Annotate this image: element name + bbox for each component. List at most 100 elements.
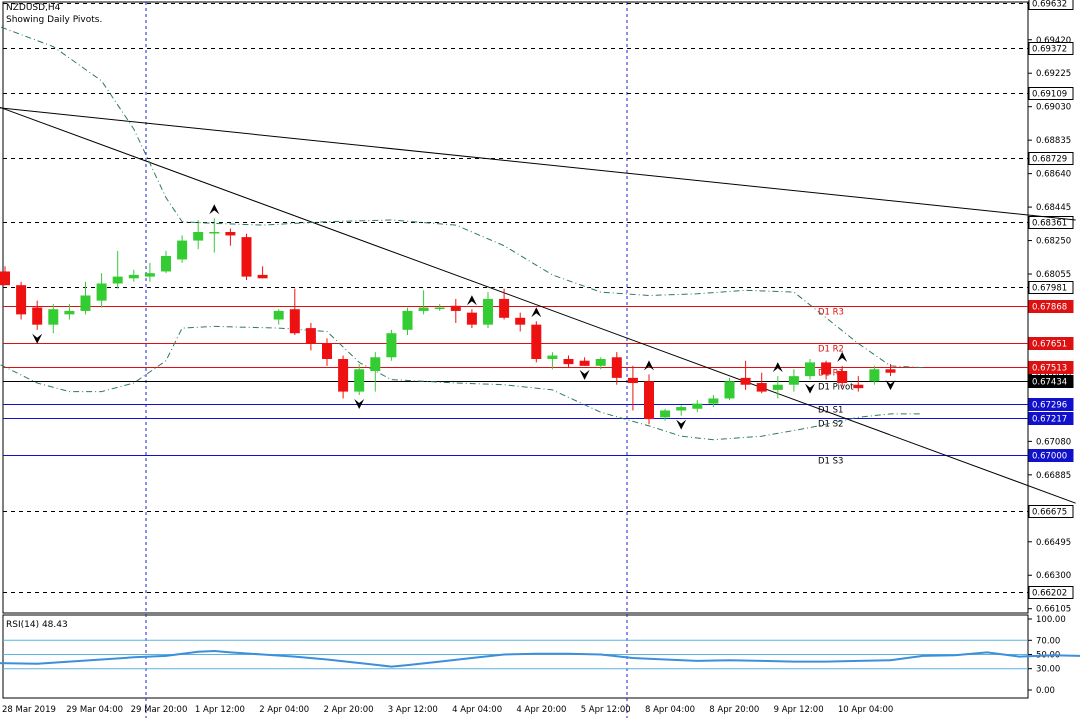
candle-body-51: [821, 362, 832, 375]
fractal-arrow-up-5: [837, 351, 848, 362]
price-box-0.67000: [1028, 449, 1074, 462]
time-axis-label-0: 28 Mar 2019: [2, 705, 56, 715]
price-tick-label-1: 0.69225: [1036, 69, 1071, 79]
candle-body-5: [80, 295, 91, 311]
candle-body-18: [289, 309, 300, 334]
candle-body-20: [322, 343, 332, 359]
price-box-text-0.67434: 0.67434: [1032, 378, 1067, 388]
fractal-arrow-down-6: [32, 333, 43, 344]
candle-body-15: [241, 237, 252, 277]
candle-body-21: [338, 358, 349, 392]
price-box-0.69109: [1028, 87, 1074, 100]
price-tick-label-4: 0.68640: [1036, 170, 1071, 180]
candle-body-47: [756, 383, 767, 392]
candle-body-24: [386, 333, 397, 358]
candle-body-27: [434, 307, 445, 309]
price-tick-label-3: 0.68835: [1036, 136, 1071, 146]
candle-body-25: [402, 310, 413, 330]
candle-body-37: [595, 358, 606, 366]
price-box-text-0.68729: 0.68729: [1032, 155, 1067, 165]
candle-body-32: [515, 317, 526, 325]
pivot-label-d1-r3: D1 R3: [818, 308, 844, 318]
price-tick-label-15: 0.66495: [1036, 538, 1071, 548]
price-box-0.67868: [1028, 300, 1074, 313]
candle-body-30: [483, 298, 493, 325]
price-box-0.67217: [1028, 412, 1074, 425]
candle-body-4: [64, 310, 75, 315]
candle-body-8: [128, 274, 139, 279]
candle-body-1: [16, 285, 27, 315]
price-box-0.69632: [1028, 0, 1074, 10]
fractal-arrow-up-4: [772, 362, 783, 373]
price-box-text-0.67000: 0.67000: [1032, 452, 1067, 462]
candle-body-48: [772, 384, 783, 390]
candle-body-28: [450, 305, 461, 311]
price-box-0.68729: [1028, 152, 1074, 165]
price-box-0.68361: [1028, 216, 1074, 229]
candle-body-10: [161, 256, 171, 272]
pivot-label-d1-pivot: D1 Pivot: [818, 383, 854, 393]
rsi-line: [0, 649, 1080, 668]
candle-body-49: [788, 376, 799, 385]
time-axis-label-9: 5 Apr 12:00: [581, 705, 631, 715]
fractal-arrow-down-9: [676, 419, 687, 430]
candle-body-52: [837, 371, 848, 384]
candle-body-55: [885, 369, 896, 373]
rsi-tick-label-4: 0.00: [1036, 686, 1055, 696]
candle-body-29: [466, 312, 477, 325]
candle-body-54: [869, 369, 880, 382]
rsi-tick-label-3: 30.00: [1036, 665, 1060, 675]
fractal-arrow-down-11: [885, 380, 896, 391]
rsi-tick-label-0: 100.00: [1036, 615, 1066, 625]
candle-body-45: [724, 381, 735, 399]
price-box-text-0.69109: 0.69109: [1032, 90, 1067, 100]
price-box-text-0.67651: 0.67651: [1032, 340, 1067, 350]
candle-body-2: [32, 307, 43, 325]
price-box-text-0.66202: 0.66202: [1032, 589, 1067, 599]
candle-body-14: [225, 231, 236, 236]
pivot-label-d1-s2: D1 S2: [818, 420, 843, 430]
candle-body-11: [177, 240, 188, 260]
candle-body-41: [660, 410, 671, 418]
chart-subtitle: Showing Daily Pivots.: [6, 15, 103, 25]
price-box-0.66202: [1028, 586, 1074, 599]
price-box-0.67434: [1028, 375, 1074, 388]
time-axis-label-2: 29 Mar 20:00: [131, 705, 188, 715]
pivot-label-d1-r2: D1 R2: [818, 345, 844, 355]
time-axis-label-8: 4 Apr 20:00: [516, 705, 566, 715]
price-tick-label-16: 0.66300: [1036, 571, 1071, 581]
price-box-text-0.67296: 0.67296: [1032, 401, 1067, 411]
time-axis-label-1: 29 Mar 04:00: [66, 705, 123, 715]
candle-body-7: [112, 276, 123, 284]
candle-body-46: [740, 377, 751, 385]
price-box-0.67513: [1028, 361, 1074, 374]
candle-body-0: [0, 271, 10, 286]
price-tick-label-6: 0.68250: [1036, 237, 1071, 247]
fractal-arrow-up-1: [466, 295, 477, 306]
rsi-label: RSI(14) 48.43: [6, 620, 68, 630]
fractal-arrow-down-7: [354, 399, 365, 410]
candle-body-12: [193, 231, 204, 241]
time-axis-label-11: 8 Apr 20:00: [709, 705, 759, 715]
candle-body-53: [853, 384, 864, 389]
price-tick-label-7: 0.68055: [1036, 270, 1071, 280]
upper-band-line: [0, 26, 923, 369]
time-axis-label-5: 2 Apr 20:00: [324, 705, 374, 715]
price-tick-label-5: 0.68445: [1036, 203, 1071, 213]
price-tick-label-12: 0.67080: [1036, 437, 1071, 447]
candle-body-9: [144, 273, 155, 277]
candle-body-44: [708, 398, 719, 404]
price-box-0.66675: [1028, 505, 1074, 518]
price-tick-label-17: 0.66105: [1036, 605, 1071, 615]
time-axis-label-3: 1 Apr 12:00: [195, 705, 245, 715]
chart-symbol-label: NZDUSD,H4: [6, 3, 61, 13]
candle-body-17: [273, 310, 284, 320]
candle-body-19: [305, 328, 316, 344]
price-box-0.67651: [1028, 337, 1074, 350]
price-box-text-0.67981: 0.67981: [1032, 284, 1067, 294]
pivot-label-d1-s1: D1 S1: [818, 406, 843, 416]
price-box-0.69372: [1028, 42, 1074, 55]
fractal-arrow-down-10: [805, 383, 815, 394]
candle-body-40: [644, 381, 654, 420]
